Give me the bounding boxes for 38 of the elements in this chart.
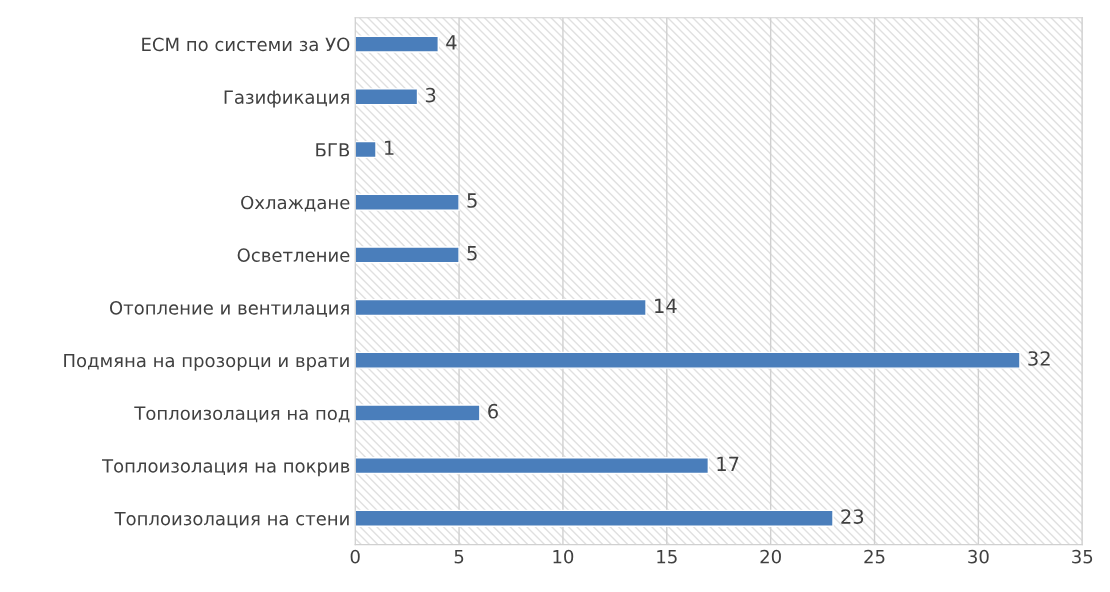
- data-label: 4: [446, 35, 457, 50]
- data-label: 14: [655, 298, 677, 313]
- bar: [355, 457, 710, 475]
- bar: [355, 193, 460, 211]
- y-tick-label: ЕСМ по системи за УО: [142, 37, 350, 52]
- data-label: 23: [841, 509, 864, 524]
- bar: [355, 35, 439, 53]
- y-tick-label: Осветление: [237, 248, 350, 262]
- y-tick-label: Охлаждане: [241, 195, 350, 212]
- data-label: 3: [425, 87, 436, 103]
- data-label: 5: [467, 246, 477, 261]
- bar: [355, 351, 1021, 369]
- y-tick-label: Отопление и вентилация: [109, 301, 349, 317]
- bar: [355, 404, 481, 422]
- data-label: 5: [467, 193, 477, 208]
- x-tick-label: 30: [968, 549, 989, 564]
- data-label: 6: [488, 403, 498, 419]
- y-tick-label: Подмяна на прозорци и врати: [64, 353, 349, 371]
- bar: [355, 88, 419, 106]
- bar: [355, 509, 834, 527]
- bar: [355, 246, 460, 264]
- x-tick-label: 0: [350, 549, 360, 564]
- data-label: 1: [385, 140, 394, 155]
- x-tick-label: 10: [553, 549, 574, 564]
- x-tick-label: 5: [454, 550, 464, 564]
- y-tick-label: Топлоизолация на под: [134, 406, 350, 423]
- y-tick-label: БГВ: [316, 143, 350, 157]
- x-tick-label: 20: [760, 549, 781, 564]
- x-tick-label: 15: [657, 550, 677, 564]
- y-tick-label: Топлоизолация на стени: [114, 511, 349, 528]
- x-tick-label: 25: [864, 549, 885, 564]
- y-tick-label: Топлоизолация на покрив: [102, 459, 350, 477]
- x-tick-label: 35: [1072, 549, 1093, 564]
- y-tick-label: Газификация: [224, 90, 349, 108]
- bar: [355, 140, 377, 159]
- data-label: 17: [717, 456, 739, 471]
- data-label: 32: [1028, 351, 1050, 366]
- bar: [355, 298, 647, 317]
